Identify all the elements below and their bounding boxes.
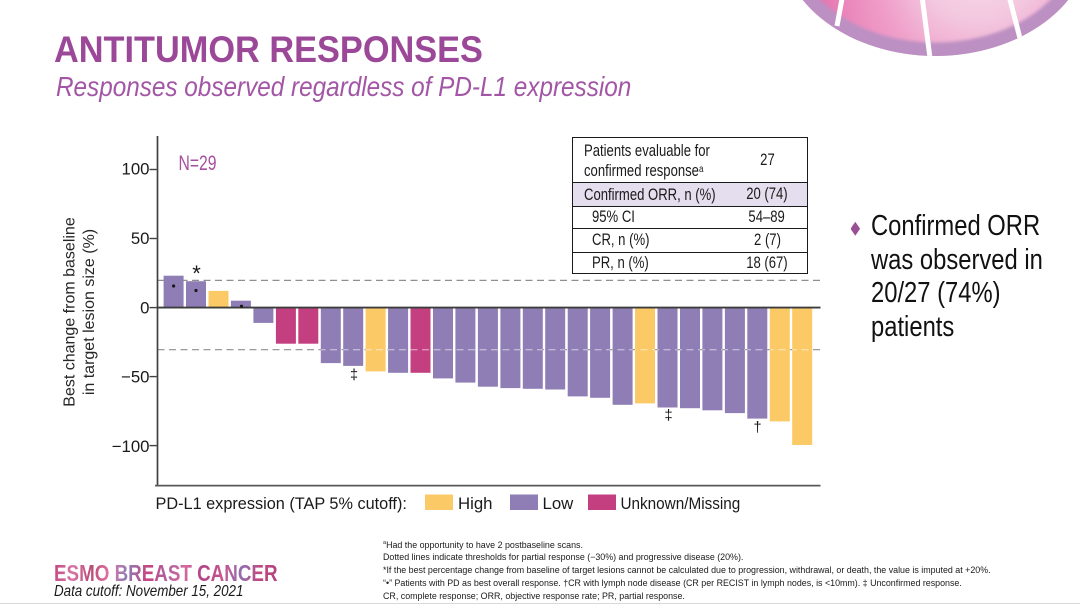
svg-text:in target lesion size (%): in target lesion size (%) (81, 229, 98, 395)
svg-text:−100: −100 (112, 437, 150, 456)
svg-text:†: † (753, 420, 761, 436)
svg-text:‡: ‡ (664, 408, 672, 424)
svg-text:−50: −50 (121, 368, 149, 387)
svg-text:High: High (458, 494, 493, 513)
svg-text:Low: Low (543, 494, 575, 513)
svg-text:100: 100 (122, 160, 150, 179)
svg-text:N=29: N=29 (179, 152, 217, 175)
svg-text:0: 0 (140, 298, 149, 317)
svg-text:Unknown/Missing: Unknown/Missing (621, 494, 741, 513)
svg-text:‡: ‡ (350, 368, 358, 384)
svg-text:Best change from baseline: Best change from baseline (62, 217, 79, 407)
svg-text:50: 50 (131, 229, 150, 248)
svg-text:PD-L1 expression (TAP 5% cutof: PD-L1 expression (TAP 5% cutoff): (156, 494, 407, 513)
svg-text:*: * (192, 261, 201, 286)
